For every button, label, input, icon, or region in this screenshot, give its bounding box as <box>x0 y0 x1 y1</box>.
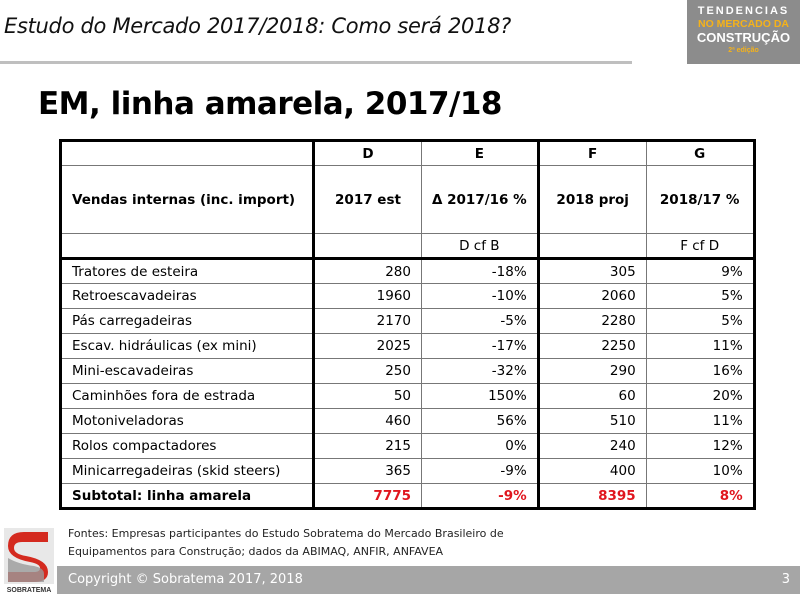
table-cell: 290 <box>537 358 647 384</box>
row-label: Rolos compactadores <box>60 433 315 459</box>
row-label: Caminhões fora de estrada <box>60 383 315 409</box>
row-label: Vendas internas (inc. import) <box>60 165 315 234</box>
table-cell: 2025 <box>313 333 422 359</box>
table-cell: -5% <box>421 308 540 334</box>
table-cell: G <box>645 140 755 166</box>
row-label: Pás carregadeiras <box>60 308 315 334</box>
table-cell: 510 <box>537 408 647 434</box>
subtotal-row: Subtotal: linha amarela 7775 -9% 8395 8% <box>60 483 755 509</box>
table-cell: 150% <box>421 383 540 409</box>
table-cell: 5% <box>645 308 755 334</box>
table-cell: 56% <box>421 408 540 434</box>
table-cell: 20% <box>645 383 755 409</box>
table-cell: -18% <box>421 258 540 284</box>
table-cell: -17% <box>421 333 540 359</box>
table-cell: 250 <box>313 358 422 384</box>
row-label: Minicarregadeiras (skid steers) <box>60 458 315 484</box>
table-cell: 215 <box>313 433 422 459</box>
header-divider <box>0 61 632 64</box>
sources-line: Fontes: Empresas participantes do Estudo… <box>68 527 504 540</box>
table-cell: 460 <box>313 408 422 434</box>
table-row: Pás carregadeiras 2170 -5% 2280 5% <box>60 308 755 334</box>
logo-line: 2ª edição <box>728 46 759 54</box>
table-row: Escav. hidráulicas (ex mini) 2025 -17% 2250… <box>60 333 755 359</box>
table-cell: 5% <box>645 283 755 309</box>
table-cell: 305 <box>537 258 647 284</box>
table-cell: -10% <box>421 283 540 309</box>
table-cell: 240 <box>537 433 647 459</box>
row-label <box>60 140 315 166</box>
row-label: Tratores de esteira <box>60 258 315 284</box>
table-cell: 1960 <box>313 283 422 309</box>
table-cell: 60 <box>537 383 647 409</box>
table-cell: Δ 2017/16 % <box>421 165 540 234</box>
column-notes-row: D cf B F cf D <box>60 233 755 260</box>
tendencias-logo: TENDENCIAS NO MERCADO DA CONSTRUÇÃO 2ª e… <box>687 0 800 64</box>
table-cell: 2060 <box>537 283 647 309</box>
table-cell: 10% <box>645 458 755 484</box>
table-cell: 11% <box>645 408 755 434</box>
table-row: Tratores de esteira 280 -18% 305 9% <box>60 258 755 284</box>
table-cell: -9% <box>421 458 540 484</box>
table-cell: 16% <box>645 358 755 384</box>
table-cell: -32% <box>421 358 540 384</box>
logo-line: CONSTRUÇÃO <box>696 29 791 45</box>
sources-line: Equipamentos para Construção; dados da A… <box>68 545 444 558</box>
column-headers-row: Vendas internas (inc. import) 2017 est Δ 2… <box>60 165 755 234</box>
sobratema-logo: SOBRATEMA <box>4 528 54 594</box>
table-cell: 8395 <box>537 483 647 509</box>
row-label: Motoniveladoras <box>60 408 315 434</box>
row-label: Escav. hidráulicas (ex mini) <box>60 333 315 359</box>
table-cell: 7775 <box>313 483 422 509</box>
table-cell: 2018 proj <box>537 165 647 234</box>
table-cell: F <box>537 140 647 166</box>
table-cell: E <box>421 140 540 166</box>
table-row: Retroescavadeiras 1960 -10% 2060 5% <box>60 283 755 309</box>
page-number: 3 <box>781 572 790 587</box>
table-row: Minicarregadeiras (skid steers) 365 -9% 400… <box>60 458 755 484</box>
table-cell: 2017 est <box>313 165 422 234</box>
table-row: Rolos compactadores 215 0% 240 12% <box>60 433 755 459</box>
sales-table: D E F G Vendas internas (inc. import) 2017 es… <box>59 139 756 510</box>
table-cell: 2250 <box>537 333 647 359</box>
row-label: Subtotal: linha amarela <box>60 483 315 509</box>
table-cell: 400 <box>537 458 647 484</box>
table-cell: 2280 <box>537 308 647 334</box>
logo-text: SOBRATEMA <box>7 587 52 594</box>
table-cell: 365 <box>313 458 422 484</box>
table-cell: 11% <box>645 333 755 359</box>
row-label <box>60 233 315 260</box>
table-cell: D cf B <box>421 233 540 260</box>
table-row: Mini-escavadeiras 250 -32% 290 16% <box>60 358 755 384</box>
table-row: Caminhões fora de estrada 50 150% 60 20% <box>60 383 755 409</box>
page-title: EM, linha amarela, 2017/18 <box>38 86 503 122</box>
presentation-subtitle: Estudo do Mercado 2017/2018: Como será 2… <box>4 14 512 38</box>
table-cell: 280 <box>313 258 422 284</box>
table-row: Motoniveladoras 460 56% 510 11% <box>60 408 755 434</box>
footer-bar: Copyright © Sobratema 2017, 2018 3 <box>57 566 800 594</box>
row-label: Mini-escavadeiras <box>60 358 315 384</box>
copyright: Copyright © Sobratema 2017, 2018 <box>68 572 303 587</box>
table-cell: 12% <box>645 433 755 459</box>
sources-note: Fontes: Empresas participantes do Estudo… <box>68 525 504 561</box>
table-cell <box>537 233 647 260</box>
table-cell: D <box>313 140 422 166</box>
table-cell: 2170 <box>313 308 422 334</box>
logo-line: NO MERCADO DA <box>698 18 789 30</box>
table-cell: F cf D <box>645 233 755 260</box>
table-cell <box>313 233 422 260</box>
row-label: Retroescavadeiras <box>60 283 315 309</box>
table-cell: 50 <box>313 383 422 409</box>
table-cell: 9% <box>645 258 755 284</box>
table-cell: 8% <box>645 483 755 509</box>
table-cell: 0% <box>421 433 540 459</box>
table-cell: 2018/17 % <box>645 165 755 234</box>
table-cell: -9% <box>421 483 540 509</box>
logo-line: TENDENCIAS <box>697 5 790 17</box>
